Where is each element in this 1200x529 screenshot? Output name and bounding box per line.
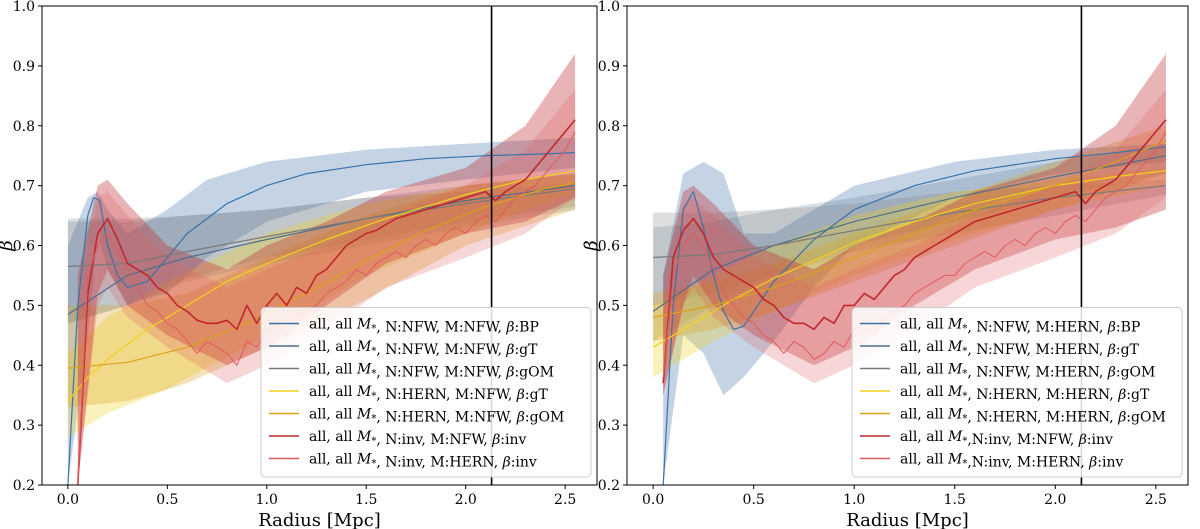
legend-label-1: all, all M*, N:NFW, M:NFW, β:BP — [309, 317, 539, 336]
legend-label-6: all, all M*, N:inv, M:NFW, β:inv — [309, 429, 526, 448]
confidence-band-1 — [67, 137, 576, 485]
y-tick-label: 0.5 — [598, 298, 620, 314]
legend-label-7: all, all M*, N:inv, M:HERN, β:inv — [309, 452, 537, 471]
legend-label-1: all, all M*, N:NFW, M:HERN, β:BP — [900, 317, 1140, 336]
confidence-band-3 — [653, 179, 1166, 306]
x-tick-label: 0.5 — [743, 492, 765, 508]
x-axis-title: Radius [Mpc] — [258, 510, 381, 529]
y-tick-label: 0.6 — [598, 239, 620, 255]
chart-panel-1: 0.0 0.5 1.0 1.5 2.0 2.5 0.2 0.3 0.4 0.5 0.6 0.7 0.8 0… — [0, 0, 598, 529]
series-line-4 — [652, 170, 1166, 348]
series-line-5 — [652, 140, 1167, 318]
y-axis-title: β — [0, 240, 17, 251]
legend: all, all M*, N:NFW, M:HERN, β:BP all, all… — [851, 307, 1183, 478]
x-tick-label: 0.0 — [57, 492, 79, 508]
x-tick-label: 2.5 — [1145, 492, 1167, 508]
plot-area — [67, 53, 576, 485]
x-tick-label: 2.0 — [455, 492, 477, 508]
x-tick-label: 2.0 — [1044, 492, 1066, 508]
legend-label-3: all, all M*, N:NFW, M:HERN, β:gOM — [900, 362, 1155, 381]
confidence-band-4 — [67, 173, 576, 438]
y-tick-label: 1.0 — [13, 0, 35, 15]
y-tick-label: 0.7 — [13, 179, 35, 195]
y-axis-title: β — [581, 240, 602, 251]
series-line-4 — [67, 170, 576, 402]
x-tick-label: 2.5 — [554, 492, 576, 508]
legend-label-2: all, all M*, N:NFW, M:NFW, β:gT — [309, 339, 538, 358]
x-tick-label: 1.0 — [843, 492, 865, 508]
x-tick-label: 0.5 — [156, 492, 178, 508]
y-tick-label: 0.4 — [13, 358, 35, 374]
y-tick-label: 0.7 — [598, 179, 620, 195]
series-line-2 — [67, 185, 576, 315]
legend-label-5: all, all M*, N:HERN, M:HERN, β:gOM — [900, 407, 1166, 426]
x-tick-label: 1.5 — [944, 492, 966, 508]
legend-label-4: all, all M*, N:HERN, M:NFW, β:gT — [309, 384, 549, 403]
chart-panel-2: 0.0 0.5 1.0 1.5 2.0 2.5 0.2 0.3 0.4 0.5 0.6 0.7 0.8 0… — [581, 0, 1189, 529]
confidence-band-6 — [663, 53, 1166, 396]
y-tick-label: 0.5 — [13, 298, 35, 314]
y-tick-label: 0.8 — [598, 119, 620, 135]
y-tick-label: 0.4 — [598, 358, 620, 374]
x-tick-label: 0.0 — [642, 492, 664, 508]
y-tick-label: 0.2 — [13, 478, 35, 494]
y-tick-label: 0.6 — [13, 239, 35, 255]
legend-label-7: all, all M*,N:inv, M:HERN, β:inv — [900, 452, 1123, 471]
y-tick-label: 0.9 — [13, 59, 35, 75]
legend: all, all M*, N:NFW, M:NFW, β:BP all, all … — [260, 307, 592, 478]
y-tick-label: 1.0 — [598, 0, 620, 15]
y-tick-label: 0.9 — [598, 59, 620, 75]
y-tick-label: 0.3 — [598, 418, 620, 434]
legend-label-4: all, all M*, N:HERN, M:HERN, β:gT — [900, 384, 1150, 403]
x-axis-title: Radius [Mpc] — [846, 510, 969, 529]
confidence-band-4 — [653, 167, 1166, 378]
series-line-1 — [662, 146, 1166, 485]
confidence-band-3 — [67, 182, 576, 324]
confidence-band-5 — [653, 125, 1166, 342]
x-tick-label: 1.0 — [256, 492, 278, 508]
legend-label-2: all, all M*, N:NFW, M:HERN, β:gT — [900, 339, 1140, 358]
legend-label-6: all, all M*,N:inv, M:NFW, β:inv — [900, 429, 1113, 448]
confidence-band-7 — [663, 89, 1166, 396]
x-tick-label: 1.5 — [355, 492, 377, 508]
confidence-band-1 — [663, 143, 1166, 485]
confidence-band-2 — [67, 173, 576, 324]
legend-label-5: all, all M*, N:HERN, M:NFW, β:gOM — [309, 407, 564, 426]
y-tick-label: 0.2 — [598, 478, 620, 494]
plot-area — [652, 53, 1167, 485]
series-line-1 — [67, 152, 576, 485]
y-tick-label: 0.8 — [13, 119, 35, 135]
y-tick-label: 0.3 — [13, 418, 35, 434]
legend-box — [851, 307, 1183, 478]
legend-label-3: all, all M*, N:NFW, M:NFW, β:gOM — [309, 362, 554, 381]
legend-box — [260, 307, 592, 478]
confidence-band-7 — [77, 89, 576, 485]
confidence-band-2 — [653, 143, 1166, 342]
